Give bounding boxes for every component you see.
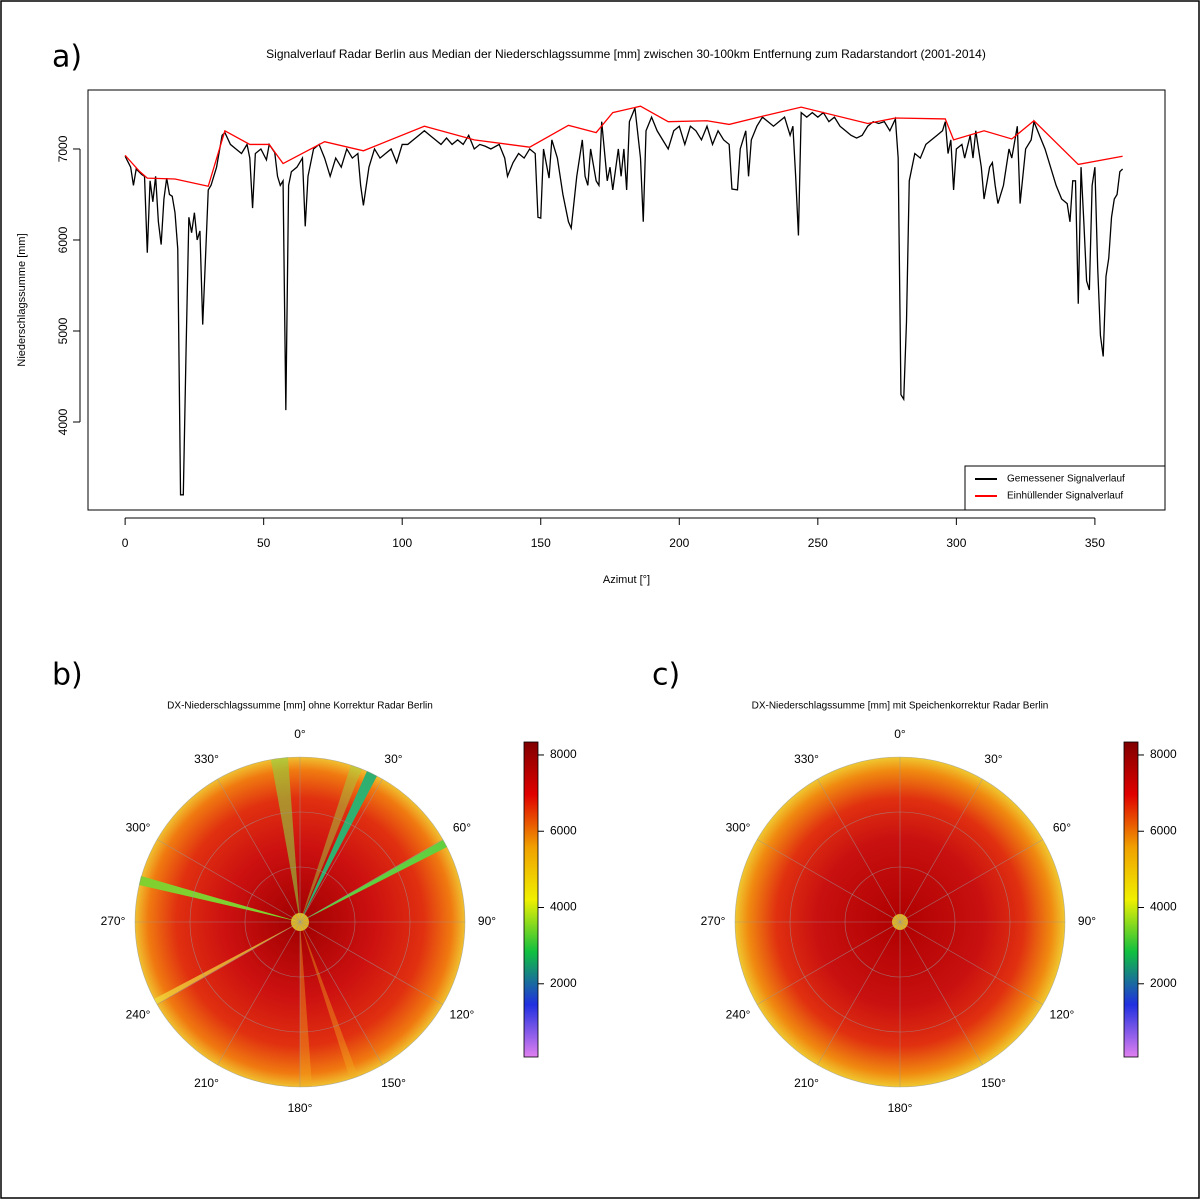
x-tick-label: 100	[392, 536, 412, 550]
legend-box	[964, 465, 1166, 511]
x-axis-label: Azimut [°]	[603, 574, 650, 586]
spoke	[154, 922, 300, 1004]
chart-title: Signalverlauf Radar Berlin aus Median de…	[266, 47, 986, 61]
x-tick-label: 300	[946, 536, 966, 550]
polar-spoke	[817, 921, 901, 1066]
series-line	[124, 107, 1124, 496]
angle-label: 120°	[450, 1008, 475, 1022]
colorbar-tick-label: 8000	[1150, 747, 1177, 761]
y-tick-label: 7000	[56, 135, 70, 162]
colorbar	[523, 741, 539, 1058]
polar-spoke	[899, 839, 1044, 923]
x-tick-label: 0	[122, 536, 129, 550]
colorbar-tick-label: 6000	[1150, 823, 1177, 837]
colorbar-tick-label: 2000	[1150, 976, 1177, 990]
colorbar-tick-label: 4000	[550, 900, 577, 914]
angle-label: 30°	[384, 752, 402, 766]
series-line	[124, 105, 1123, 188]
angle-label: 60°	[1053, 821, 1071, 835]
angle-label: 300°	[126, 821, 151, 835]
polar-spoke	[817, 778, 901, 923]
polar-spoke	[899, 778, 983, 923]
polar-spoke	[756, 839, 901, 923]
angle-label: 210°	[794, 1076, 819, 1090]
plot-box	[87, 89, 1166, 511]
angle-label: 240°	[126, 1008, 151, 1022]
angle-label: 330°	[194, 752, 219, 766]
colorbar-tick-label: 6000	[550, 823, 577, 837]
angle-label: 30°	[984, 752, 1002, 766]
angle-label: 180°	[888, 1101, 913, 1115]
angle-label: 0°	[294, 727, 306, 741]
angle-label: 0°	[894, 727, 906, 741]
spoke	[139, 876, 300, 922]
spoke	[300, 840, 447, 922]
panel-label: c)	[652, 658, 680, 693]
polar-spoke	[299, 839, 444, 923]
x-tick-label: 250	[808, 536, 828, 550]
polar-spoke	[299, 921, 383, 1066]
polar-spoke	[217, 778, 301, 923]
angle-label: 120°	[1050, 1008, 1075, 1022]
spoke	[300, 922, 358, 1079]
chart-title: DX-Niederschlagssumme [mm] mit Speichenk…	[752, 701, 1049, 712]
colorbar-tick-label: 4000	[1150, 900, 1177, 914]
polar-spoke	[156, 921, 301, 1005]
y-axis-label: Niederschlagssumme [mm]	[16, 233, 28, 366]
x-tick-label: 350	[1085, 536, 1105, 550]
legend-label: Gemessener Signalverlauf	[1007, 474, 1125, 485]
x-tick-label: 200	[669, 536, 689, 550]
chart-title: DX-Niederschlagssumme [mm] ohne Korrektu…	[167, 701, 433, 712]
colorbar	[1123, 741, 1139, 1058]
spoke	[300, 922, 312, 1087]
angle-label: 330°	[794, 752, 819, 766]
y-tick-label: 6000	[56, 226, 70, 253]
angle-label: 270°	[101, 914, 126, 928]
angle-label: 180°	[288, 1101, 313, 1115]
polar-spoke	[899, 921, 983, 1066]
colorbar-tick-label: 8000	[550, 747, 577, 761]
angle-label: 150°	[381, 1076, 406, 1090]
panel-label: b)	[52, 658, 83, 693]
spoke	[300, 771, 377, 922]
colorbar-tick-label: 2000	[550, 976, 577, 990]
x-tick-label: 50	[257, 536, 271, 550]
angle-label: 210°	[194, 1076, 219, 1090]
angle-label: 60°	[453, 821, 471, 835]
y-tick-label: 5000	[56, 317, 70, 344]
angle-label: 270°	[701, 914, 726, 928]
heatmap-spokes	[139, 757, 447, 1087]
spoke	[300, 765, 362, 922]
polar-spoke	[217, 921, 301, 1066]
polar-spoke	[899, 921, 1044, 1005]
polar-spoke	[756, 921, 901, 1005]
polar-spoke	[299, 921, 444, 1005]
x-tick-label: 150	[531, 536, 551, 550]
y-tick-label: 4000	[56, 408, 70, 435]
spoke	[271, 757, 300, 922]
polar-spoke	[299, 778, 383, 923]
angle-label: 90°	[478, 914, 496, 928]
angle-label: 240°	[726, 1008, 751, 1022]
angle-label: 150°	[981, 1076, 1006, 1090]
panel-label: a)	[52, 40, 82, 75]
angle-label: 90°	[1078, 914, 1096, 928]
polar-spoke	[156, 839, 301, 923]
angle-label: 300°	[726, 821, 751, 835]
legend-label: Einhüllender Signalverlauf	[1007, 491, 1123, 502]
